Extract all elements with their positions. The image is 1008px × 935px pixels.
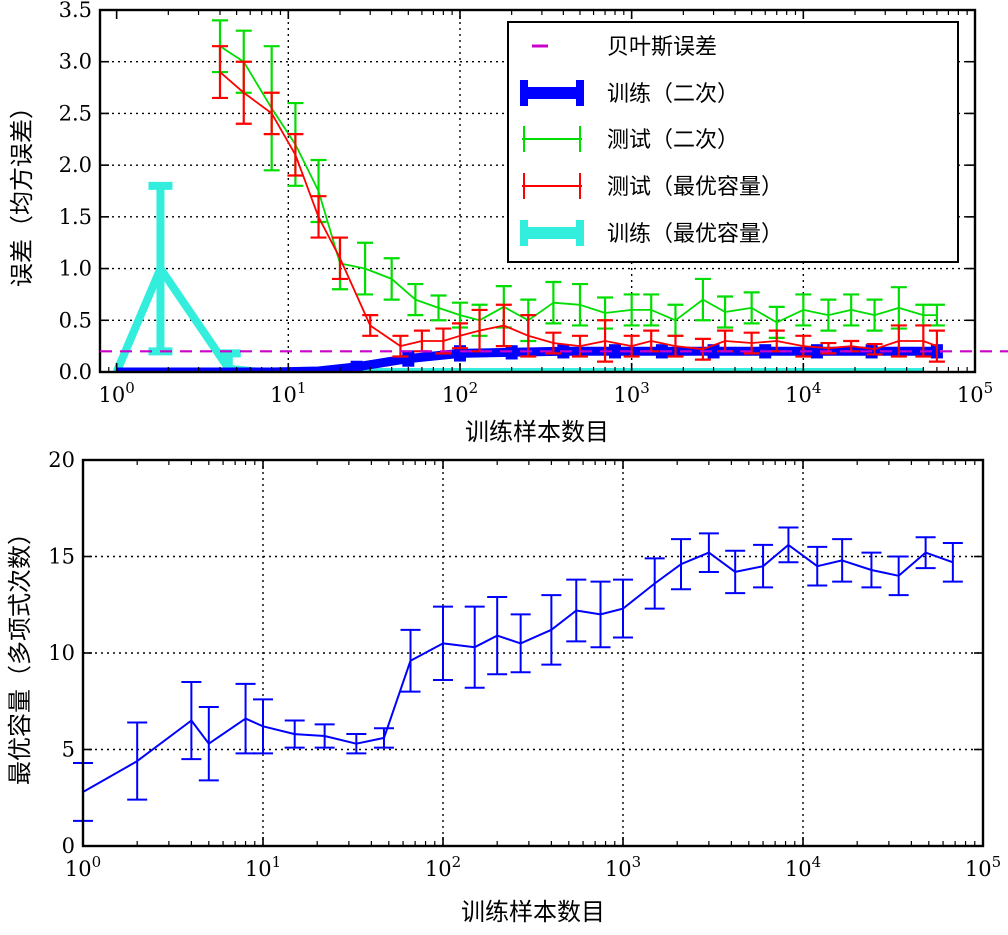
- x-tick-label: 100: [65, 853, 101, 881]
- top-chart-ticks: 100 101 102 103 104 105 0.0 0.5 1.0 1.5 2.0 2.5 3.0 3…: [59, 0, 994, 407]
- x-tick-label: 102: [442, 379, 478, 407]
- top-chart-error: 100 101 102 103 104 105 0.0 0.5 1.0 1.5 2.0 2.5 3.0 3…: [8, 0, 1008, 446]
- y-tick-label: 3.5: [59, 0, 92, 22]
- x-tick-label: 101: [270, 379, 306, 407]
- y-tick-label: 2.0: [59, 153, 92, 177]
- x-tick-label: 105: [965, 853, 1001, 881]
- top-chart-frame: [98, 8, 977, 374]
- x-tick-label: 104: [785, 379, 821, 407]
- bottom-chart-capacity: 100 101 102 103 104 105 0 5 10 15 20 训练样本数目 最优容量（多…: [6, 448, 1001, 926]
- y-tick-label: 3.0: [59, 50, 92, 74]
- series-test-optimal: [211, 45, 945, 363]
- y-tick-label: 1.0: [59, 257, 92, 281]
- x-tick-label: 100: [98, 379, 134, 407]
- x-tick-label: 101: [245, 853, 281, 881]
- y-tick-label: 0.5: [59, 308, 92, 332]
- legend-label: 贝叶斯误差: [607, 35, 717, 60]
- bottom-chart-grid: [83, 460, 983, 846]
- legend-label: 测试（最优容量）: [607, 175, 783, 200]
- series-optimal-capacity: [73, 526, 963, 822]
- top-chart-ylabel: 误差（均方误差）: [8, 95, 36, 287]
- x-tick-label: 103: [605, 853, 641, 881]
- bottom-chart-ylabel: 最优容量（多项式次数）: [6, 521, 34, 785]
- y-tick-label: 1.5: [59, 205, 92, 229]
- x-tick-label: 104: [785, 853, 821, 881]
- y-tick-label: 5: [62, 738, 75, 762]
- y-tick-label: 2.5: [59, 101, 92, 125]
- legend-label: 测试（二次）: [607, 128, 739, 153]
- legend-item: 贝叶斯误差: [532, 35, 717, 60]
- legend-label: 训练（最优容量）: [607, 222, 783, 247]
- x-tick-label: 105: [957, 379, 993, 407]
- series-line: [82, 543, 954, 793]
- y-tick-label: 15: [48, 545, 75, 569]
- top-chart-xlabel: 训练样本数目: [465, 418, 609, 446]
- legend-item: 测试（最优容量）: [522, 173, 783, 200]
- y-tick-label: 0.0: [59, 360, 92, 384]
- y-tick-label: 10: [48, 641, 75, 665]
- y-tick-label: 0: [62, 834, 75, 858]
- bottom-chart-ticks: 100 101 102 103 104 105 0 5 10 15 20: [48, 448, 1001, 881]
- bottom-chart-series: [73, 526, 963, 822]
- bottom-chart-xlabel: 训练样本数目: [461, 898, 605, 926]
- legend-item: 测试（二次）: [522, 126, 739, 153]
- legend-label: 训练（二次）: [607, 82, 739, 107]
- y-tick-label: 20: [48, 448, 75, 472]
- legend-item: 训练（最优容量）: [520, 220, 783, 247]
- x-tick-label: 102: [425, 853, 461, 881]
- legend-item: 训练（二次）: [520, 80, 739, 107]
- x-tick-label: 103: [614, 379, 650, 407]
